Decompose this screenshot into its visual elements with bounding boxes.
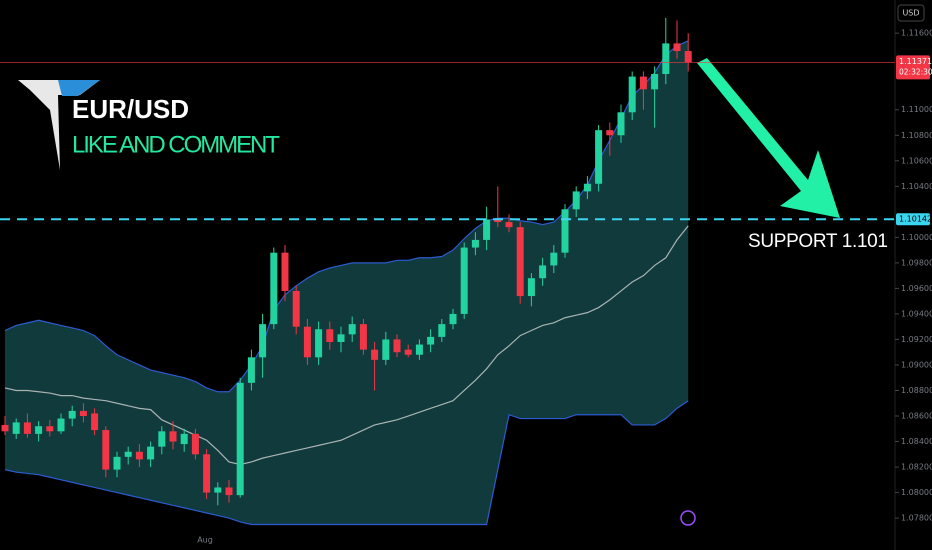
candle-body: [662, 43, 670, 75]
candle-body: [516, 227, 524, 297]
candle-body: [23, 422, 31, 434]
candle-body: [595, 130, 603, 184]
support-price: 1.10142: [899, 215, 932, 224]
candle-body: [348, 324, 356, 335]
y-tick-label: 1.10400: [901, 182, 932, 191]
candle-body: [628, 76, 636, 113]
candle-body: [225, 487, 233, 496]
candle-body: [147, 446, 155, 460]
support-label: SUPPORT 1.101: [748, 231, 888, 252]
y-tick-label: 1.09800: [901, 258, 932, 267]
candle-body: [337, 334, 345, 342]
candle-body: [236, 382, 244, 496]
lower-line: [4, 400, 689, 526]
candle-body: [169, 431, 177, 442]
candle-body: [158, 431, 166, 447]
candle-body: [651, 74, 659, 90]
candle-body: [281, 252, 289, 291]
candle-body: [550, 252, 558, 266]
candle-body: [561, 209, 569, 253]
candle-body: [203, 454, 211, 493]
candle-body: [326, 329, 334, 342]
candle-body: [124, 451, 132, 457]
candle-body: [113, 456, 121, 470]
candle-body: [371, 349, 379, 360]
candle-body: [359, 324, 367, 350]
currency-box[interactable]: [897, 4, 925, 22]
last-price-box: [896, 55, 930, 80]
y-tick-label: 1.07800: [901, 514, 932, 523]
middle-line: [4, 225, 689, 466]
candle-body: [606, 130, 614, 136]
candle-body: [471, 239, 479, 248]
candle-body: [572, 191, 580, 210]
candle-body: [102, 430, 110, 470]
band-fill: [5, 40, 689, 525]
candle-body: [583, 183, 591, 192]
candle-body: [494, 219, 502, 223]
y-tick-label: 1.10600: [901, 156, 932, 165]
y-tick-label: 1.08600: [901, 412, 932, 421]
y-tick-label: 1.08000: [901, 488, 932, 497]
logo-accent: [58, 80, 100, 96]
y-tick-label: 1.08200: [901, 463, 932, 472]
support-box: [896, 213, 930, 226]
plot: [1, 17, 692, 526]
countdown: 02:32:30: [899, 67, 932, 76]
candle-body: [415, 344, 423, 355]
candle-body: [303, 326, 311, 358]
candle-body: [35, 426, 43, 434]
subtitle: LIKE AND COMMENT: [72, 131, 280, 158]
y-tick-label: 1.08400: [901, 437, 932, 446]
candle-body: [438, 324, 446, 337]
arrow: [697, 58, 840, 218]
last-price: 1.11371: [899, 57, 932, 66]
candle-body: [57, 418, 65, 432]
candle-body: [214, 487, 222, 493]
candle-body: [1, 424, 9, 432]
candle-body: [46, 426, 54, 432]
y-tick-label: 1.10800: [901, 131, 932, 140]
candle-body: [270, 252, 278, 325]
candle-body: [180, 433, 188, 445]
x-label: Aug: [197, 536, 213, 545]
candle-body: [12, 422, 20, 434]
candle-body: [449, 313, 457, 325]
title: EUR/USD: [72, 94, 189, 124]
candle-body: [404, 349, 412, 355]
candle-body: [135, 451, 143, 460]
y-tick-label: 1.09400: [901, 309, 932, 318]
y-tick-label: 1.11000: [901, 105, 932, 114]
candle-body: [684, 51, 692, 63]
y-tick-label: 1.09200: [901, 335, 932, 344]
candle-body: [191, 433, 199, 455]
y-tick-label: 1.11600: [901, 29, 932, 38]
candle-body: [292, 290, 300, 327]
logo: [18, 80, 100, 170]
candle-body: [68, 410, 76, 419]
y-tick-label: 1.09600: [901, 284, 932, 293]
y-tick-label: 1.08800: [901, 386, 932, 395]
candle-body: [460, 247, 468, 314]
candle-body: [247, 357, 255, 383]
candle-body: [382, 339, 390, 360]
candle-body: [483, 219, 491, 240]
candle-body: [539, 265, 547, 279]
candle-body: [617, 112, 625, 136]
candle-body: [673, 43, 681, 52]
y-tick-label: 1.10000: [901, 233, 932, 242]
candle-body: [91, 413, 99, 431]
candle-body: [639, 76, 647, 90]
candle-body: [427, 336, 435, 345]
candle-body: [527, 278, 535, 297]
candle-body: [259, 324, 267, 358]
candle-body: [505, 222, 513, 228]
candle-body: [393, 339, 401, 353]
event-icon[interactable]: [680, 510, 696, 526]
candle-body: [315, 329, 323, 358]
currency[interactable]: USD: [902, 9, 919, 18]
candle-body: [79, 410, 87, 417]
y-tick-label: 1.09000: [901, 360, 932, 369]
